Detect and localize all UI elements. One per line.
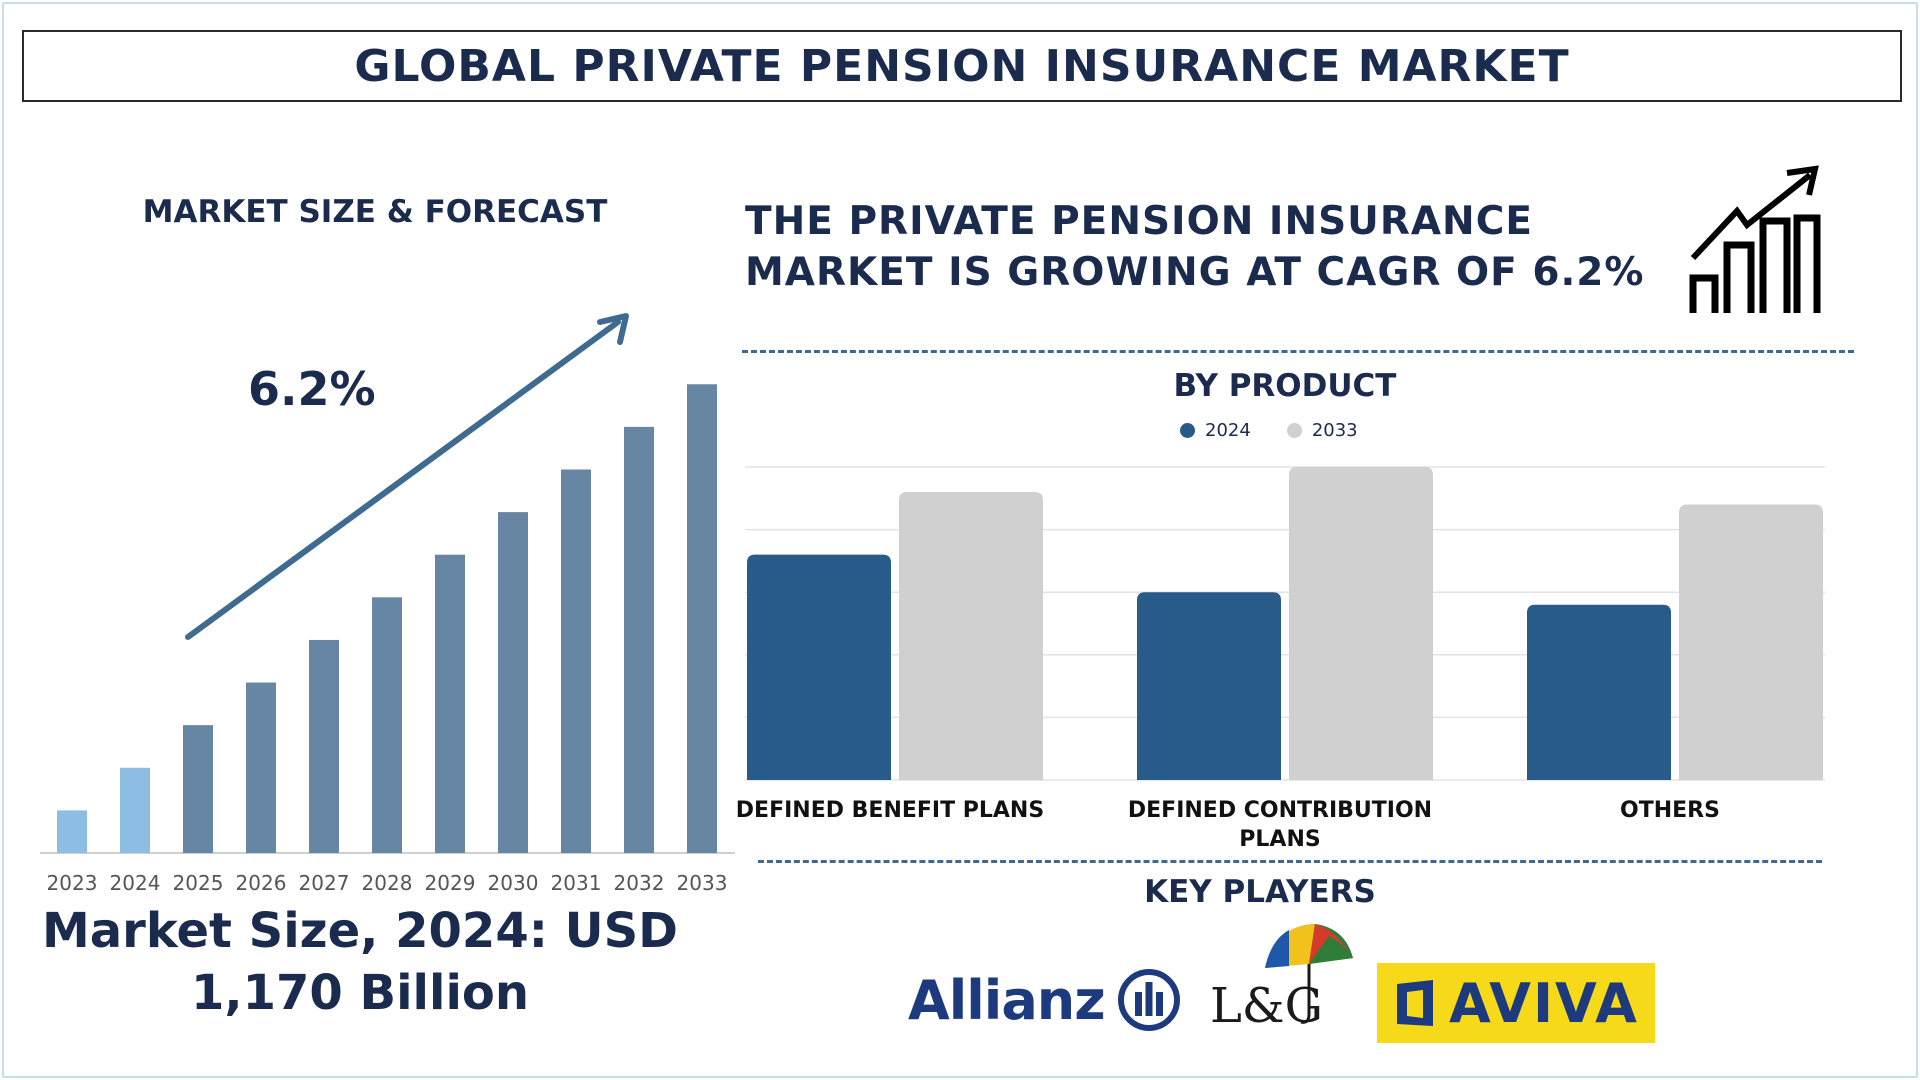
product-bar-2033-1 bbox=[899, 492, 1043, 780]
forecast-tick-2027: 2027 bbox=[299, 871, 350, 895]
forecast-tick-2025: 2025 bbox=[173, 871, 224, 895]
forecast-bar-2031 bbox=[561, 469, 591, 853]
legend-swatch-2033 bbox=[1286, 423, 1302, 438]
forecast-bar-2028 bbox=[372, 597, 402, 853]
trend-arrow-line bbox=[185, 319, 621, 640]
forecast-bar-2025 bbox=[183, 725, 213, 853]
key-players-heading: KEY PLAYERS bbox=[1144, 874, 1376, 910]
product-bar-2024-3 bbox=[1527, 604, 1671, 780]
forecast-tick-2033: 2033 bbox=[677, 871, 728, 895]
growth-chart-icon bbox=[1689, 165, 1821, 313]
page-title: GLOBAL PRIVATE PENSION INSURANCE MARKET bbox=[354, 40, 1570, 92]
product-chart-legend: 2024 2033 bbox=[1180, 420, 1358, 441]
market-size-line-2: 1,170 Billion bbox=[190, 965, 530, 1021]
legend-swatch-2024 bbox=[1180, 423, 1195, 438]
forecast-bar-2023 bbox=[57, 810, 87, 853]
market-size-forecast-heading: MARKET SIZE & FORECAST bbox=[142, 194, 608, 230]
category-label-defined-benefit: DEFINED BENEFIT PLANS bbox=[735, 798, 1045, 823]
market-size-line-1: Market Size, 2024: USD bbox=[41, 903, 679, 959]
headline-line-2: MARKET IS GROWING AT CAGR OF 6.2% bbox=[745, 250, 1645, 295]
forecast-tick-2032: 2032 bbox=[614, 871, 665, 895]
aviva-logo: AVIVA bbox=[1377, 963, 1655, 1043]
forecast-tick-2030: 2030 bbox=[488, 871, 539, 895]
by-product-heading: BY PRODUCT bbox=[1173, 368, 1397, 404]
category-label-others: OTHERS bbox=[1620, 798, 1720, 823]
divider-top bbox=[742, 350, 1854, 353]
forecast-tick-2026: 2026 bbox=[236, 871, 287, 895]
market-size-text: Market Size, 2024: USD 1,170 Billion bbox=[40, 900, 680, 1024]
aviva-emblem-icon bbox=[1397, 980, 1434, 1026]
forecast-bar-2029 bbox=[435, 554, 465, 853]
legend-label-2024: 2024 bbox=[1205, 420, 1251, 441]
forecast-bar-2030 bbox=[498, 512, 528, 853]
product-bar-2033-2 bbox=[1289, 467, 1433, 780]
lg-wordmark: L&G bbox=[1210, 978, 1323, 1034]
product-bar-2033-3 bbox=[1679, 504, 1823, 780]
forecast-bar-chart: 2023 2024 2025 2026 2027 2028 2029 2030 2031 2032… bbox=[40, 313, 735, 895]
allianz-emblem-icon bbox=[1117, 969, 1180, 1031]
forecast-tick-2031: 2031 bbox=[551, 871, 602, 895]
umbrella-icon bbox=[1265, 924, 1353, 1024]
forecast-bar-2026 bbox=[246, 682, 276, 853]
divider-bottom bbox=[758, 860, 1822, 863]
forecast-tick-2024: 2024 bbox=[110, 871, 161, 895]
forecast-bar-2027 bbox=[309, 639, 339, 853]
forecast-tick-2029: 2029 bbox=[425, 871, 476, 895]
forecast-bar-2024 bbox=[120, 767, 150, 853]
product-bar-2024-2 bbox=[1137, 592, 1281, 780]
allianz-logo: Allianz bbox=[908, 968, 1181, 1032]
forecast-tick-2023: 2023 bbox=[47, 871, 98, 895]
cagr-annotation: 6.2% bbox=[248, 362, 376, 416]
forecast-tick-2028: 2028 bbox=[362, 871, 413, 895]
legend-label-2033: 2033 bbox=[1311, 420, 1358, 441]
allianz-wordmark: Allianz bbox=[908, 968, 1106, 1032]
aviva-wordmark: AVIVA bbox=[1449, 971, 1639, 1035]
forecast-bar-2032 bbox=[624, 426, 654, 853]
trend-arrow-head bbox=[597, 313, 629, 345]
title-banner: GLOBAL PRIVATE PENSION INSURANCE MARKET bbox=[22, 30, 1902, 102]
cagr-headline: THE PRIVATE PENSION INSURANCE MARKET IS … bbox=[745, 196, 1645, 298]
legend-item-2024: 2024 bbox=[1180, 420, 1251, 441]
category-label-defined-contribution: DEFINED CONTRIBUTION PLANS bbox=[1127, 798, 1433, 852]
by-product-bar-chart bbox=[745, 466, 1825, 781]
forecast-bar-2033 bbox=[687, 384, 717, 853]
product-bar-2024-1 bbox=[747, 554, 891, 780]
headline-line-1: THE PRIVATE PENSION INSURANCE bbox=[745, 199, 1533, 244]
legend-item-2033: 2033 bbox=[1286, 420, 1358, 441]
